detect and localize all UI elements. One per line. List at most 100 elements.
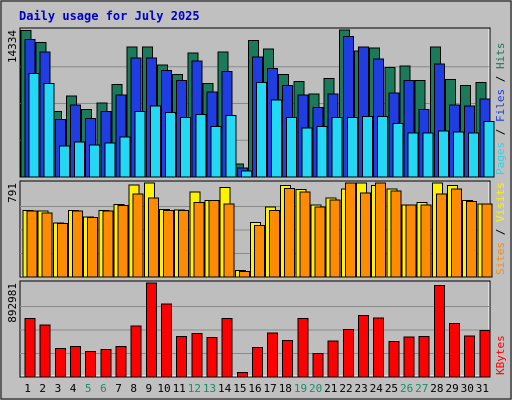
bar-sites-day-1	[27, 211, 37, 277]
x-label-day-26: 26	[400, 382, 413, 395]
legend: Sites / Visits	[494, 182, 507, 275]
x-label-day-4: 4	[70, 382, 77, 395]
bar-sites-day-13	[209, 200, 219, 277]
bar-sites-day-15	[239, 272, 249, 277]
bar-pages-day-2	[44, 84, 54, 177]
bar-kbytes-day-13	[207, 338, 217, 377]
bar-sites-day-29	[452, 189, 462, 277]
bar-kbytes-day-5	[86, 352, 96, 377]
x-label-day-5: 5	[85, 382, 92, 395]
bar-sites-day-28	[436, 194, 446, 277]
bar-sites-day-3	[57, 224, 67, 277]
x-label-day-19: 19	[294, 382, 307, 395]
bar-sites-day-8	[133, 194, 143, 277]
y-max-label: 14334	[6, 30, 19, 63]
bar-kbytes-day-9	[146, 283, 156, 377]
bar-kbytes-day-30	[465, 336, 475, 377]
bar-pages-day-7	[120, 137, 130, 177]
bar-kbytes-day-27	[419, 336, 429, 377]
legend: Pages / Files / Hits	[494, 43, 507, 176]
x-label-day-11: 11	[173, 382, 186, 395]
bar-kbytes-day-21	[328, 341, 338, 377]
bar-sites-day-10	[163, 210, 173, 277]
bar-kbytes-day-22	[343, 330, 353, 377]
bar-pages-day-16	[256, 83, 266, 177]
x-label-day-24: 24	[370, 382, 384, 395]
bar-kbytes-day-8	[131, 326, 141, 377]
bar-kbytes-day-17	[268, 333, 278, 377]
x-label-day-10: 10	[157, 382, 170, 395]
bar-pages-day-26	[408, 133, 418, 177]
bar-sites-day-25	[391, 191, 401, 277]
bar-sites-day-20	[315, 207, 325, 277]
x-label-day-3: 3	[55, 382, 62, 395]
x-label-day-7: 7	[115, 382, 122, 395]
bar-pages-day-27	[423, 133, 433, 177]
bar-pages-day-25	[393, 124, 403, 177]
bar-kbytes-day-20	[313, 353, 323, 377]
panel-kbytes: 892981 KBytes	[6, 281, 507, 377]
bar-pages-day-19	[302, 128, 312, 177]
y-max-label: 892981	[6, 283, 19, 323]
x-label-day-28: 28	[430, 382, 443, 395]
bar-sites-day-4	[72, 211, 82, 277]
x-label-day-25: 25	[385, 382, 398, 395]
bar-pages-day-30	[469, 133, 479, 177]
bar-kbytes-day-24	[374, 318, 384, 377]
x-label-day-8: 8	[130, 382, 137, 395]
x-label-day-13: 13	[203, 382, 216, 395]
legend-item: /	[494, 129, 507, 142]
bar-kbytes-day-3	[55, 349, 65, 377]
x-label-day-6: 6	[100, 382, 107, 395]
bar-sites-day-2	[42, 213, 52, 277]
bar-pages-day-21	[332, 118, 342, 177]
bar-sites-day-6	[103, 211, 113, 277]
bar-pages-day-31	[484, 122, 494, 177]
bar-kbytes-day-26	[404, 337, 414, 377]
bar-kbytes-day-11	[177, 336, 187, 377]
bar-pages-day-14	[226, 115, 236, 177]
bar-sites-day-5	[88, 218, 98, 277]
x-label-day-23: 23	[355, 382, 368, 395]
bar-kbytes-day-16	[252, 348, 262, 377]
bar-kbytes-day-7	[116, 346, 126, 377]
x-label-day-14: 14	[218, 382, 232, 395]
bar-pages-day-18	[287, 118, 297, 177]
x-label-day-1: 1	[24, 382, 31, 395]
bar-kbytes-day-18	[283, 341, 293, 377]
bar-sites-day-17	[270, 210, 280, 277]
bar-sites-day-27	[421, 205, 431, 277]
panel-hits-files-pages: 14334 Pages / Files / Hits	[6, 28, 507, 177]
legend-item: Sites	[494, 242, 507, 275]
x-label-day-29: 29	[445, 382, 458, 395]
bar-sites-day-16	[254, 225, 264, 277]
bar-sites-day-24	[376, 183, 386, 277]
bar-sites-day-23	[361, 193, 371, 277]
bar-kbytes-day-1	[25, 319, 35, 377]
x-label-day-22: 22	[339, 382, 352, 395]
bar-kbytes-day-29	[450, 323, 460, 377]
legend-item: Files	[494, 89, 507, 129]
x-label-day-2: 2	[39, 382, 46, 395]
bar-pages-day-29	[454, 132, 464, 177]
x-label-day-31: 31	[476, 382, 489, 395]
bar-pages-day-1	[29, 73, 39, 177]
legend-item: /	[494, 76, 507, 89]
legend-item: Hits	[494, 43, 507, 76]
bar-pages-day-3	[59, 146, 69, 177]
x-label-day-15: 15	[233, 382, 246, 395]
bar-pages-day-6	[105, 143, 115, 177]
bar-pages-day-22	[347, 118, 357, 177]
chart-title: Daily usage for July 2025	[19, 9, 200, 23]
x-label-day-12: 12	[188, 382, 201, 395]
bar-sites-day-31	[482, 204, 492, 277]
bar-pages-day-9	[150, 106, 160, 177]
x-label-day-18: 18	[279, 382, 292, 395]
bar-kbytes-day-23	[359, 315, 369, 377]
bar-sites-day-30	[467, 202, 477, 277]
bar-sites-day-22	[345, 183, 355, 277]
bar-kbytes-day-15	[237, 372, 247, 377]
legend-item: Pages	[494, 142, 507, 175]
bar-sites-day-26	[406, 205, 416, 277]
